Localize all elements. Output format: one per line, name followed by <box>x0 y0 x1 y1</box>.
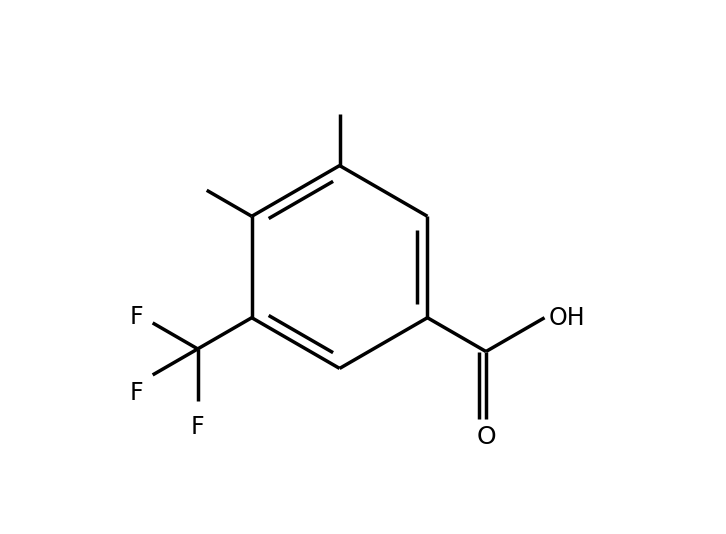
Text: F: F <box>129 381 143 405</box>
Text: OH: OH <box>549 305 585 329</box>
Text: O: O <box>476 426 496 450</box>
Text: F: F <box>191 415 205 439</box>
Text: F: F <box>129 305 143 329</box>
